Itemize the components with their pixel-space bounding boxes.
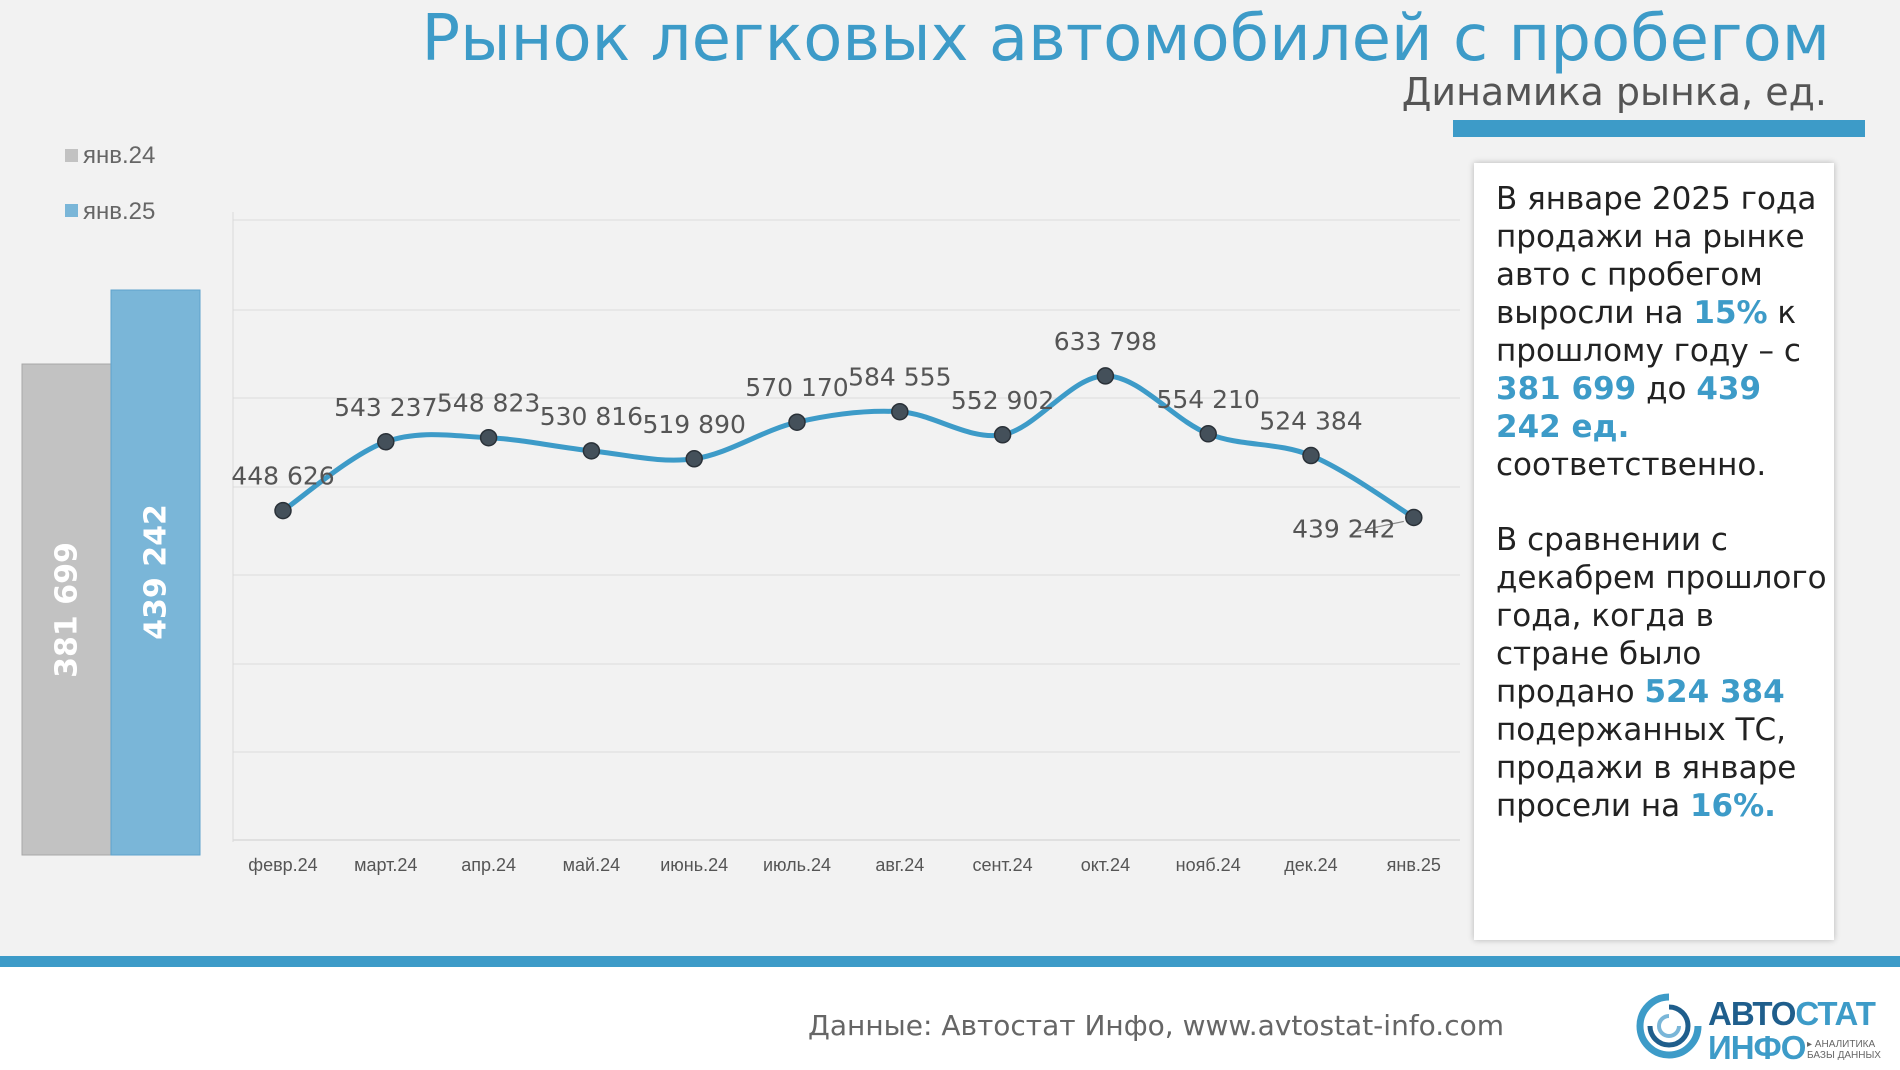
summary-highlight-mom-percent: 16%. xyxy=(1689,788,1776,824)
last-point-leader-line xyxy=(1355,520,1404,533)
logo-wordmark-bottom: ИНФО xyxy=(1708,1029,1806,1066)
line-value-label-февр.24: 448 626 xyxy=(231,462,334,491)
logo-tagline-line-2: БАЗЫ ДАННЫХ xyxy=(1807,1050,1881,1061)
bar-jan25 xyxy=(110,289,201,856)
line-point-янв.25 xyxy=(1405,508,1423,527)
summary-highlight-yoy-percent: 15% xyxy=(1693,295,1768,331)
line-point-окт.24 xyxy=(1096,367,1115,385)
line-point-дек.24 xyxy=(1302,446,1320,465)
legend-label-curr: янв.25 xyxy=(83,198,155,225)
x-tick-label: февр.24 xyxy=(248,855,317,875)
line-value-label-июнь.24: 519 890 xyxy=(643,410,746,439)
line-point-март.24 xyxy=(377,433,395,451)
logo-tagline-line-1: ▸ АНАЛИТИКА xyxy=(1807,1039,1876,1050)
x-tick-label: нояб.24 xyxy=(1176,855,1241,875)
summary-text: соответственно. xyxy=(1496,447,1767,483)
line-point-авг.24 xyxy=(891,402,909,421)
line-value-label-окт.24: 633 798 xyxy=(1054,327,1157,356)
line-point-сент.24 xyxy=(993,426,1012,444)
bar-jan25-value-label: 439 242 xyxy=(139,504,174,640)
logo-text-avto: АВТО xyxy=(1708,995,1796,1032)
x-tick-label: дек.24 xyxy=(1284,855,1337,875)
line-point-май.24 xyxy=(582,442,601,460)
logo-text-stat: СТАТ xyxy=(1795,995,1875,1032)
subtitle-underline-bar xyxy=(1453,120,1865,137)
data-source-text: Данные: Автостат Инфо, www.avtostat-info… xyxy=(808,1009,1505,1042)
summary-text: к прошлому году – с xyxy=(1496,295,1801,369)
line-value-label-июль.24: 570 170 xyxy=(745,373,848,402)
line-chart-x-ticks: февр.24 март.24 апр.24 май.24 июнь.24 июль.24… xyxy=(248,855,1441,875)
legend-label-prev: янв.24 xyxy=(83,142,155,169)
x-tick-label: авг.24 xyxy=(875,855,924,875)
summary-paragraph-mom: В сравнении с декабрем прошлого года, ко… xyxy=(1496,521,1836,825)
line-value-label-авг.24: 584 555 xyxy=(848,363,951,392)
legend-swatch-prev xyxy=(65,149,78,162)
summary-text: В январе 2025 года продажи на рынке авто… xyxy=(1496,181,1817,331)
summary-text: В сравнении с декабрем прошлого года, ко… xyxy=(1496,522,1827,710)
bar-jan24-value-label: 381 699 xyxy=(50,542,85,678)
summary-panel: В январе 2025 года продажи на рынке авто… xyxy=(1474,163,1834,940)
charts-canvas: янв.24 янв.25 381 699 439 242 448 626 543… xyxy=(21,142,1460,875)
autostat-logo: АВТОСТАТ ИНФО ▸ АНАЛИТИКА БАЗЫ ДАННЫХ xyxy=(1632,989,1881,1069)
x-tick-label: янв.25 xyxy=(1387,855,1441,875)
line-chart-points xyxy=(274,367,1423,527)
line-point-июль.24 xyxy=(788,413,806,431)
summary-highlight-dec-value: 524 384 xyxy=(1644,674,1785,710)
line-point-нояб.24 xyxy=(1199,425,1217,443)
logo-wordmark-top: АВТОСТАТ xyxy=(1708,995,1876,1033)
line-point-февр.24 xyxy=(274,501,292,520)
summary-paragraph-yoy: В январе 2025 года продажи на рынке авто… xyxy=(1496,180,1836,484)
line-value-label-апр.24: 548 823 xyxy=(437,389,540,418)
x-tick-label: март.24 xyxy=(354,855,417,875)
summary-text: до xyxy=(1636,371,1697,407)
x-tick-label: июнь.24 xyxy=(660,855,728,875)
line-value-label-нояб.24: 554 210 xyxy=(1157,385,1260,414)
summary-highlight-prev-value: 381 699 xyxy=(1496,371,1637,407)
line-point-июнь.24 xyxy=(685,450,703,468)
line-chart-gridlines xyxy=(233,219,1460,841)
summary-highlight-curr-value: 439 242 ед. xyxy=(1496,371,1762,445)
line-value-label-янв.25: 439 242 xyxy=(1292,514,1395,543)
x-tick-label: окт.24 xyxy=(1081,855,1130,875)
line-value-label-май.24: 530 816 xyxy=(540,402,643,431)
x-tick-label: июль.24 xyxy=(763,855,831,875)
line-value-label-дек.24: 524 384 xyxy=(1259,407,1362,436)
logo-tagline: ▸ АНАЛИТИКА БАЗЫ ДАННЫХ xyxy=(1807,1039,1881,1061)
bar-jan24 xyxy=(21,363,112,856)
page-title: Рынок легковых автомобилей с пробегом xyxy=(421,2,1830,76)
footer: Данные: Автостат Инфо, www.avtostat-info… xyxy=(0,956,1900,1070)
line-point-апр.24 xyxy=(479,428,498,447)
x-tick-label: сент.24 xyxy=(972,855,1032,875)
line-chart-value-labels: 448 626 543 237 548 823 530 816 519 890 570 1… xyxy=(231,327,1395,544)
legend-swatch-curr xyxy=(65,204,78,217)
x-tick-label: май.24 xyxy=(563,855,620,875)
bar-chart: 381 699 439 242 xyxy=(21,289,201,856)
logo-swirl-icon xyxy=(1636,993,1702,1059)
summary-text: подержанных ТС, продажи в январе просели… xyxy=(1496,712,1797,824)
line-value-label-сент.24: 552 902 xyxy=(951,386,1054,415)
x-tick-label: апр.24 xyxy=(461,855,516,875)
page-subtitle: Динамика рынка, ед. xyxy=(1401,70,1827,114)
line-value-label-март.24: 543 237 xyxy=(334,393,437,422)
